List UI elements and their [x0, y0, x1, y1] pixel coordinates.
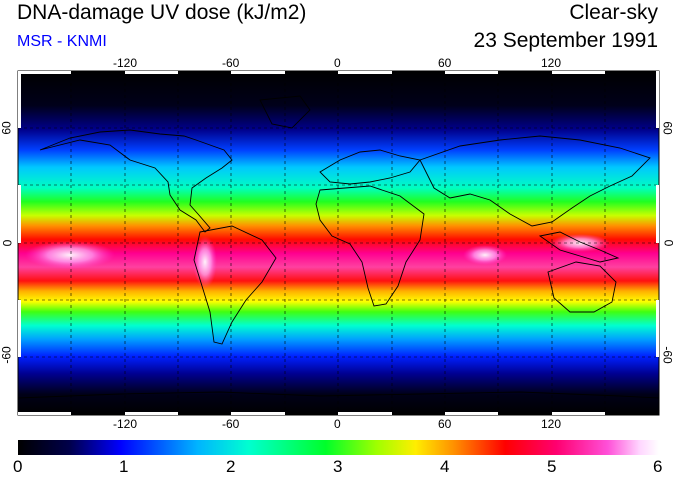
frame-segment — [18, 300, 21, 357]
frame-segment — [125, 412, 178, 415]
coast-africa — [315, 185, 425, 307]
lat-tick-label-left: 60 — [0, 121, 14, 135]
colorbar-label: 2 — [226, 457, 236, 476]
frame-segment — [656, 185, 659, 243]
hotspot-pacific-west — [550, 234, 610, 252]
hotspot-indian-ocean — [463, 245, 507, 265]
hotspot-pacific — [25, 241, 115, 269]
frame-segment — [18, 71, 21, 128]
coastlines — [17, 95, 660, 399]
sky-condition-label: Clear-sky — [569, 1, 658, 24]
frame-segment — [338, 412, 392, 415]
lon-tick-label-top: 60 — [438, 56, 452, 70]
coast-southeast-asia — [538, 231, 620, 263]
coast-south-america — [193, 225, 277, 345]
map-frame — [17, 70, 660, 416]
frame-segment — [125, 71, 178, 74]
coast-north-america — [39, 129, 233, 233]
colorbar-label: 4 — [440, 457, 450, 476]
lon-tick-label-bottom: 60 — [438, 417, 452, 431]
frame-segment — [338, 71, 392, 74]
map-title: DNA-damage UV dose (kJ/m2) — [17, 1, 307, 24]
lon-tick-label-top: -60 — [222, 56, 240, 70]
lon-tick-label-top: 120 — [541, 56, 562, 70]
coast-europe — [319, 149, 421, 185]
lon-tick-label-top: -120 — [113, 56, 138, 70]
lon-tick-label-top: 0 — [334, 56, 341, 70]
colorbar — [18, 440, 659, 455]
lat-tick-label-right: 0 — [661, 239, 676, 247]
lat-tick-label-left: 0 — [0, 239, 15, 247]
frame-segment — [445, 71, 498, 74]
lon-tick-label-bottom: -60 — [222, 417, 240, 431]
map-subtitle: MSR - KNMI — [17, 33, 107, 50]
frame-segment — [18, 412, 71, 415]
frame-segment — [231, 71, 285, 74]
lon-tick-label-bottom: 120 — [541, 417, 562, 431]
colorbar-label: 0 — [13, 457, 23, 476]
colorbar-label: 5 — [547, 457, 557, 476]
colorbar-label: 6 — [653, 457, 663, 476]
frame-segment — [552, 412, 605, 415]
lat-tick-label-right: -60 — [660, 346, 675, 364]
date-label: 23 September 1991 — [473, 29, 658, 52]
frame-segment — [231, 412, 285, 415]
coast-asia — [419, 135, 651, 227]
coast-antarctica — [17, 391, 660, 399]
coast-australia — [547, 261, 617, 313]
lat-tick-label-right: 60 — [660, 121, 675, 135]
frame-segment — [445, 412, 498, 415]
frame-segment — [656, 71, 659, 128]
lon-tick-label-bottom: 0 — [334, 417, 341, 431]
graticule — [18, 71, 659, 415]
colorbar-label: 1 — [119, 457, 129, 476]
frame-segment — [656, 300, 659, 357]
colorbar-label: 3 — [333, 457, 343, 476]
lon-tick-label-bottom: -120 — [113, 417, 138, 431]
coast-greenland — [259, 95, 311, 129]
frame-segment — [18, 185, 21, 243]
frame-segment — [552, 71, 605, 74]
lat-tick-label-left: -60 — [0, 346, 14, 364]
hotspot-andes — [193, 236, 217, 288]
frame-segment — [18, 71, 71, 74]
